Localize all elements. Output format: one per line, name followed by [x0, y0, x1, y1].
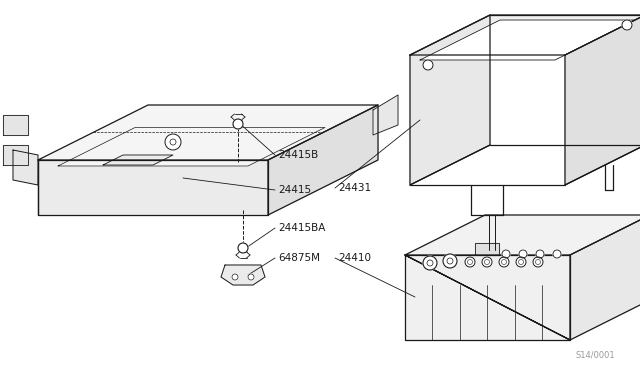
Circle shape — [502, 250, 510, 258]
Circle shape — [622, 20, 632, 30]
Circle shape — [238, 243, 248, 253]
Circle shape — [484, 260, 490, 264]
Polygon shape — [13, 150, 38, 185]
Circle shape — [170, 139, 176, 145]
Circle shape — [516, 257, 526, 267]
Polygon shape — [103, 155, 173, 165]
Circle shape — [482, 257, 492, 267]
Circle shape — [427, 260, 433, 266]
Polygon shape — [410, 15, 640, 55]
Circle shape — [536, 250, 544, 258]
Polygon shape — [565, 15, 640, 185]
Polygon shape — [405, 255, 570, 340]
Polygon shape — [373, 95, 398, 135]
Circle shape — [499, 257, 509, 267]
Polygon shape — [420, 20, 635, 60]
Circle shape — [443, 254, 457, 268]
Text: 24415: 24415 — [278, 185, 311, 195]
Polygon shape — [570, 215, 640, 340]
Circle shape — [423, 256, 437, 270]
Text: 24415BA: 24415BA — [278, 223, 325, 233]
Circle shape — [447, 258, 453, 264]
Circle shape — [502, 260, 506, 264]
Circle shape — [165, 134, 181, 150]
Circle shape — [536, 260, 541, 264]
Text: 64875M: 64875M — [278, 253, 320, 263]
Text: 24431: 24431 — [338, 183, 371, 193]
Circle shape — [233, 119, 243, 129]
Circle shape — [533, 257, 543, 267]
Polygon shape — [221, 265, 265, 285]
Polygon shape — [268, 105, 378, 215]
Polygon shape — [38, 160, 268, 215]
Polygon shape — [410, 15, 490, 185]
Circle shape — [232, 274, 238, 280]
Text: 24415B: 24415B — [278, 150, 318, 160]
Circle shape — [553, 250, 561, 258]
Polygon shape — [475, 243, 499, 255]
Circle shape — [518, 260, 524, 264]
Circle shape — [519, 250, 527, 258]
Polygon shape — [58, 128, 325, 166]
Text: 24410: 24410 — [338, 253, 371, 263]
Circle shape — [465, 257, 475, 267]
Polygon shape — [3, 145, 28, 165]
Polygon shape — [405, 215, 640, 255]
Circle shape — [467, 260, 472, 264]
Polygon shape — [405, 255, 570, 340]
Polygon shape — [38, 105, 378, 160]
Circle shape — [248, 274, 254, 280]
Text: S14/0001: S14/0001 — [575, 351, 615, 360]
Polygon shape — [3, 115, 28, 135]
Circle shape — [423, 60, 433, 70]
